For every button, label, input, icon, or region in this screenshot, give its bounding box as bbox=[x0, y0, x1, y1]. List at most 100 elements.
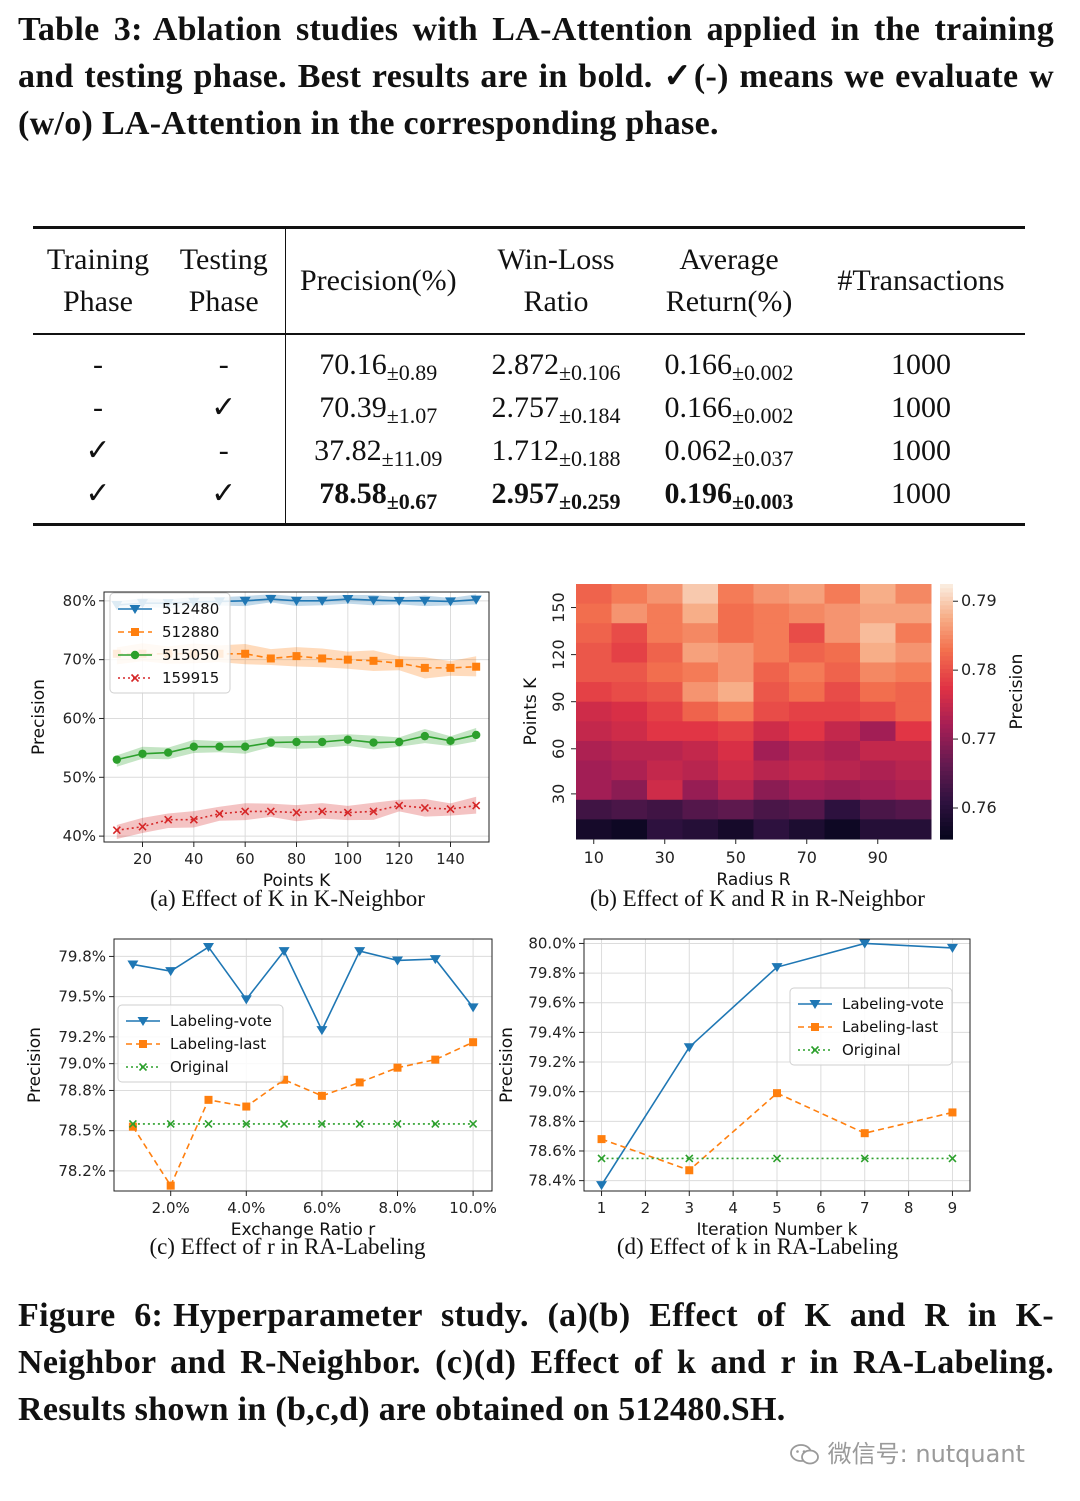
heatmap-cell bbox=[576, 799, 612, 820]
colorbar-tick-label: 0.76 bbox=[961, 798, 997, 817]
y-axis-label: Points K bbox=[521, 677, 541, 745]
heatmap-cell bbox=[895, 740, 932, 762]
colorbar-segment bbox=[940, 609, 953, 615]
colorbar-segment bbox=[940, 601, 953, 606]
x-tick-label: 5 bbox=[772, 1199, 782, 1217]
data-point bbox=[240, 995, 252, 1005]
data-point bbox=[138, 749, 147, 758]
heatmap-cell bbox=[860, 701, 896, 722]
heatmap-cell bbox=[647, 603, 683, 624]
colorbar-segment bbox=[940, 741, 953, 747]
heatmap-cell bbox=[824, 740, 861, 762]
watermark: 微信号: nutquant bbox=[790, 1434, 1025, 1469]
heatmap-cell bbox=[753, 819, 790, 840]
data-point bbox=[470, 595, 482, 605]
heatmap-cell bbox=[860, 721, 896, 742]
data-point bbox=[596, 1181, 608, 1191]
colorbar-segment bbox=[940, 703, 953, 708]
heatmap-cell bbox=[895, 584, 932, 605]
colorbar-segment bbox=[940, 724, 953, 730]
data-point bbox=[859, 939, 871, 949]
colorbar-segment bbox=[940, 694, 953, 700]
heatmap-cell bbox=[576, 642, 612, 663]
heatmap-cell bbox=[789, 682, 825, 703]
y-axis-label: Precision bbox=[29, 679, 49, 755]
colorbar-segment bbox=[940, 732, 953, 738]
colorbar-segment bbox=[940, 635, 953, 640]
heatmap-cell bbox=[860, 642, 896, 663]
colorbar-segment bbox=[940, 656, 953, 662]
heatmap-cell bbox=[576, 682, 612, 703]
heatmap-cell bbox=[895, 799, 932, 820]
series-Labeling-vote bbox=[596, 939, 958, 1191]
heatmap-cell bbox=[576, 584, 612, 605]
colorbar-tick-label: 0.77 bbox=[961, 729, 997, 748]
table-row-best: ✓ ✓ 78.58±0.67 2.957±0.259 0.196±0.003 1… bbox=[33, 472, 1025, 526]
heatmap-cell bbox=[647, 642, 683, 663]
table-caption-text: Ablation studies with LA-Attention appli… bbox=[18, 11, 1054, 142]
colorbar-segment bbox=[940, 707, 953, 713]
data-point bbox=[860, 1129, 869, 1138]
heatmap-cell bbox=[611, 701, 648, 722]
y-tick-label: 30 bbox=[549, 784, 568, 804]
data-point bbox=[467, 1003, 479, 1013]
data-point bbox=[469, 1038, 478, 1047]
legend-label: 512480 bbox=[162, 600, 219, 618]
legend-marker bbox=[139, 1040, 147, 1048]
heatmap-cell bbox=[647, 584, 683, 605]
x-tick-label: 8.0% bbox=[378, 1199, 416, 1217]
heatmap-cell bbox=[824, 701, 861, 722]
legend-box bbox=[117, 1004, 284, 1083]
x-tick-label: 3 bbox=[684, 1199, 694, 1217]
data-point bbox=[343, 655, 352, 664]
y-tick-label: 78.6% bbox=[528, 1142, 576, 1160]
colorbar-segment bbox=[940, 639, 953, 645]
cell-test: ✓ bbox=[163, 386, 286, 429]
y-tick-label: 79.4% bbox=[528, 1023, 576, 1041]
colorbar-segment bbox=[940, 745, 953, 751]
colorbar-segment bbox=[940, 749, 953, 755]
colorbar-segment bbox=[940, 630, 953, 636]
header-precision: Precision(%) bbox=[285, 227, 471, 335]
legend-marker bbox=[810, 1045, 820, 1055]
heatmap-cell bbox=[895, 603, 932, 624]
data-point bbox=[317, 1091, 326, 1100]
data-point bbox=[472, 801, 481, 810]
heatmap-cell bbox=[611, 721, 648, 742]
data-point bbox=[316, 1026, 328, 1036]
data-point bbox=[241, 807, 250, 816]
y-tick-label: 79.2% bbox=[58, 1028, 106, 1046]
cell-transactions: 1000 bbox=[891, 390, 951, 424]
y-tick-label: 79.6% bbox=[528, 994, 576, 1012]
heatmap-cell bbox=[611, 740, 648, 762]
data-point bbox=[394, 737, 404, 747]
colorbar-segment bbox=[940, 826, 953, 832]
x-axis-label: Points K bbox=[263, 871, 331, 891]
heatmap-cell bbox=[824, 642, 861, 663]
data-point bbox=[445, 597, 456, 607]
series-Labeling-vote bbox=[127, 943, 479, 1036]
figure-label: Figure 6: bbox=[18, 1297, 164, 1334]
y-axis-label: Precision bbox=[25, 1027, 45, 1103]
heatmap-cell bbox=[789, 760, 825, 781]
chart-d-effect-of-k-iter: 1 2 3 4 5 6 7 8 9 78.4% 78.6% 78.8% 79.0% 79.2% 79.4% 7… bbox=[497, 934, 971, 1240]
subcaption-d: (d) Effect of k in RA-Labeling bbox=[616, 1234, 899, 1259]
data-point bbox=[292, 737, 301, 747]
data-point bbox=[469, 1119, 478, 1129]
data-point bbox=[343, 808, 352, 817]
heatmap-cell bbox=[860, 819, 896, 840]
heatmap-cell bbox=[718, 799, 754, 820]
heatmap-cell bbox=[860, 740, 896, 762]
x-axis-label: Iteration Number k bbox=[696, 1220, 857, 1240]
heatmap-cell bbox=[576, 701, 612, 722]
data-point bbox=[471, 730, 481, 740]
data-point bbox=[472, 662, 481, 671]
colorbar bbox=[940, 584, 953, 840]
cell-test: - bbox=[163, 334, 286, 386]
heatmap-cell bbox=[789, 799, 825, 820]
colorbar-segment bbox=[940, 805, 953, 810]
data-point bbox=[369, 656, 378, 665]
heatmap-cell bbox=[718, 701, 754, 722]
colorbar-segment bbox=[940, 715, 953, 721]
data-point bbox=[242, 1102, 251, 1111]
